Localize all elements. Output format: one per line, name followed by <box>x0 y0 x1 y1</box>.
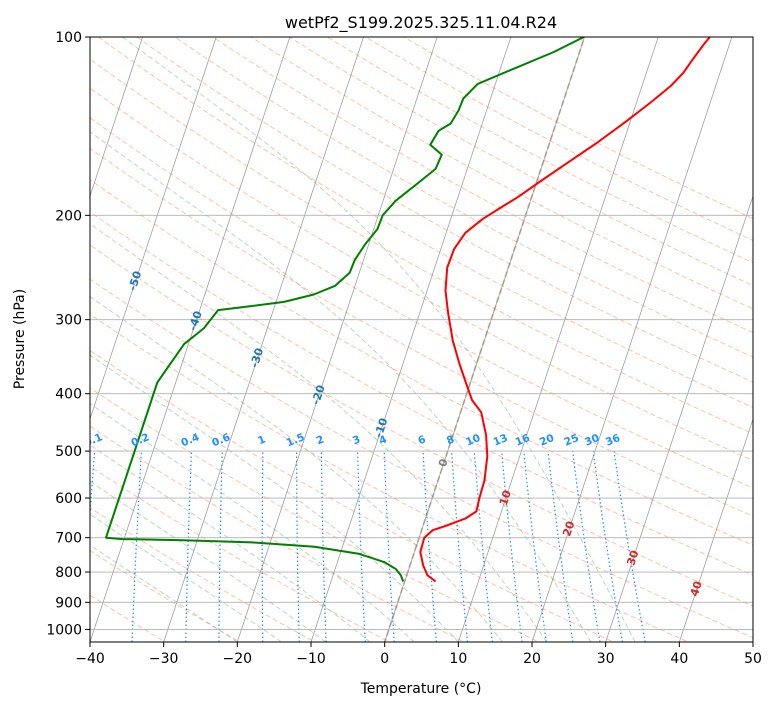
mixing-ratio-line <box>451 451 469 642</box>
y-tick-label: 900 <box>55 595 82 611</box>
isotherm-label: 0 <box>436 457 451 469</box>
moist-adiabat <box>90 295 503 642</box>
dry-adiabat <box>135 37 753 383</box>
chart-title: wetPf2_S199.2025.325.11.04.R24 <box>285 13 557 33</box>
background-line-labels: -100-90-80-70-60-50-40-30-20-10010203040… <box>90 269 705 598</box>
mixing-ratio-label: 13 <box>492 432 510 449</box>
mixing-ratio-line <box>572 451 601 642</box>
mixing-ratio-line <box>547 451 574 642</box>
skewed-isotherm <box>90 37 217 421</box>
isotherm-label: 40 <box>688 579 705 598</box>
dry-adiabat <box>90 313 690 642</box>
x-axis: −40 −30 −20 −10 0 10 20 30 40 50 <box>75 642 762 667</box>
dry-adiabat <box>97 37 753 409</box>
mixing-ratio-line <box>613 451 646 642</box>
isotherm-label: 10 <box>497 488 514 507</box>
dry-adiabat <box>90 211 753 576</box>
moist-adiabat <box>122 37 636 642</box>
skewed-isotherm <box>236 37 438 642</box>
mixing-ratio-label: 4 <box>377 433 388 447</box>
skewed-isotherm <box>90 37 291 642</box>
moist-adiabat <box>90 131 592 642</box>
y-tick-label: 100 <box>55 30 82 46</box>
plot-frame <box>89 36 754 643</box>
skewed-isotherm <box>310 37 512 642</box>
skewed-isotherm <box>384 37 585 642</box>
y-axis-label: Pressure (hPa) <box>12 289 28 389</box>
y-tick-label: 300 <box>55 313 82 329</box>
y-tick-label: 500 <box>55 444 82 460</box>
mixing-ratio-label: 1 <box>256 433 267 447</box>
skewed-isotherm <box>678 417 753 642</box>
isotherm-label: -10 <box>372 416 391 439</box>
mixing-ratio-label: 20 <box>538 432 556 449</box>
isotherm-label: -50 <box>126 269 145 292</box>
mixing-ratio-label: 3 <box>351 433 362 447</box>
x-tick-label: 20 <box>523 651 541 667</box>
mixing-ratio-label: 10 <box>464 432 482 449</box>
mixing-ratio-label: 16 <box>514 432 532 449</box>
x-axis-label: Temperature (°C) <box>360 681 482 697</box>
moist-adiabat <box>90 354 459 642</box>
background-lines <box>90 37 753 642</box>
mixing-ratio-label: 30 <box>583 432 601 449</box>
dry-adiabat <box>90 58 753 435</box>
isotherm-label: 20 <box>560 519 577 538</box>
zero-isotherm <box>383 37 586 642</box>
y-tick-label: 800 <box>55 565 82 581</box>
mixing-ratio-label: 6 <box>416 433 427 447</box>
y-tick-label: 1000 <box>46 622 82 638</box>
dewpoint-profile-line <box>105 37 585 582</box>
isotherm-label: -30 <box>248 346 267 369</box>
y-tick-label: 700 <box>55 531 82 547</box>
skewed-isotherm <box>90 37 143 198</box>
mixing-ratio-line <box>523 451 547 642</box>
series-layer <box>105 37 711 583</box>
y-tick-label: 400 <box>55 387 82 403</box>
dry-adiabat <box>90 117 753 489</box>
mixing-ratio-label: 8 <box>445 433 456 447</box>
x-tick-label: 0 <box>380 651 389 667</box>
skewed-isotherm <box>605 194 753 642</box>
mixing-ratio-label: 25 <box>563 432 581 449</box>
x-tick-label: 40 <box>670 651 688 667</box>
moist-adiabat <box>90 403 415 642</box>
isotherm-label: -20 <box>309 383 328 406</box>
isotherm-label: -40 <box>186 309 205 332</box>
mixing-ratio-line <box>90 451 96 524</box>
x-tick-label: −10 <box>296 651 326 667</box>
x-tick-label: −30 <box>149 651 179 667</box>
y-tick-label: 600 <box>55 491 82 507</box>
pressure-gridlines <box>90 37 753 630</box>
moist-adiabat <box>90 480 326 642</box>
mixing-ratio-line <box>422 451 437 642</box>
x-tick-label: 30 <box>597 651 615 667</box>
moist-adiabat <box>90 223 548 642</box>
mixing-ratio-line <box>501 451 523 642</box>
skewed-isotherm <box>531 37 733 642</box>
skewed-isotherm <box>457 37 659 642</box>
dry-adiabat <box>90 147 753 517</box>
x-tick-label: −20 <box>223 651 253 667</box>
mixing-ratio-line <box>473 451 493 642</box>
y-axis: 100 200 300 400 500 600 700 800 900 1000 <box>46 30 90 638</box>
y-tick-label: 200 <box>55 208 82 224</box>
mixing-ratio-label: 36 <box>604 432 622 449</box>
temperature-profile-line <box>419 37 711 583</box>
x-tick-label: 10 <box>449 651 467 667</box>
x-tick-label: −40 <box>75 651 105 667</box>
dry-adiabat <box>90 87 753 462</box>
x-tick-label: 50 <box>744 651 762 667</box>
mixing-ratio-label: 2 <box>315 433 326 447</box>
moist-adiabat <box>90 544 238 642</box>
isotherm-label: 30 <box>624 548 641 567</box>
